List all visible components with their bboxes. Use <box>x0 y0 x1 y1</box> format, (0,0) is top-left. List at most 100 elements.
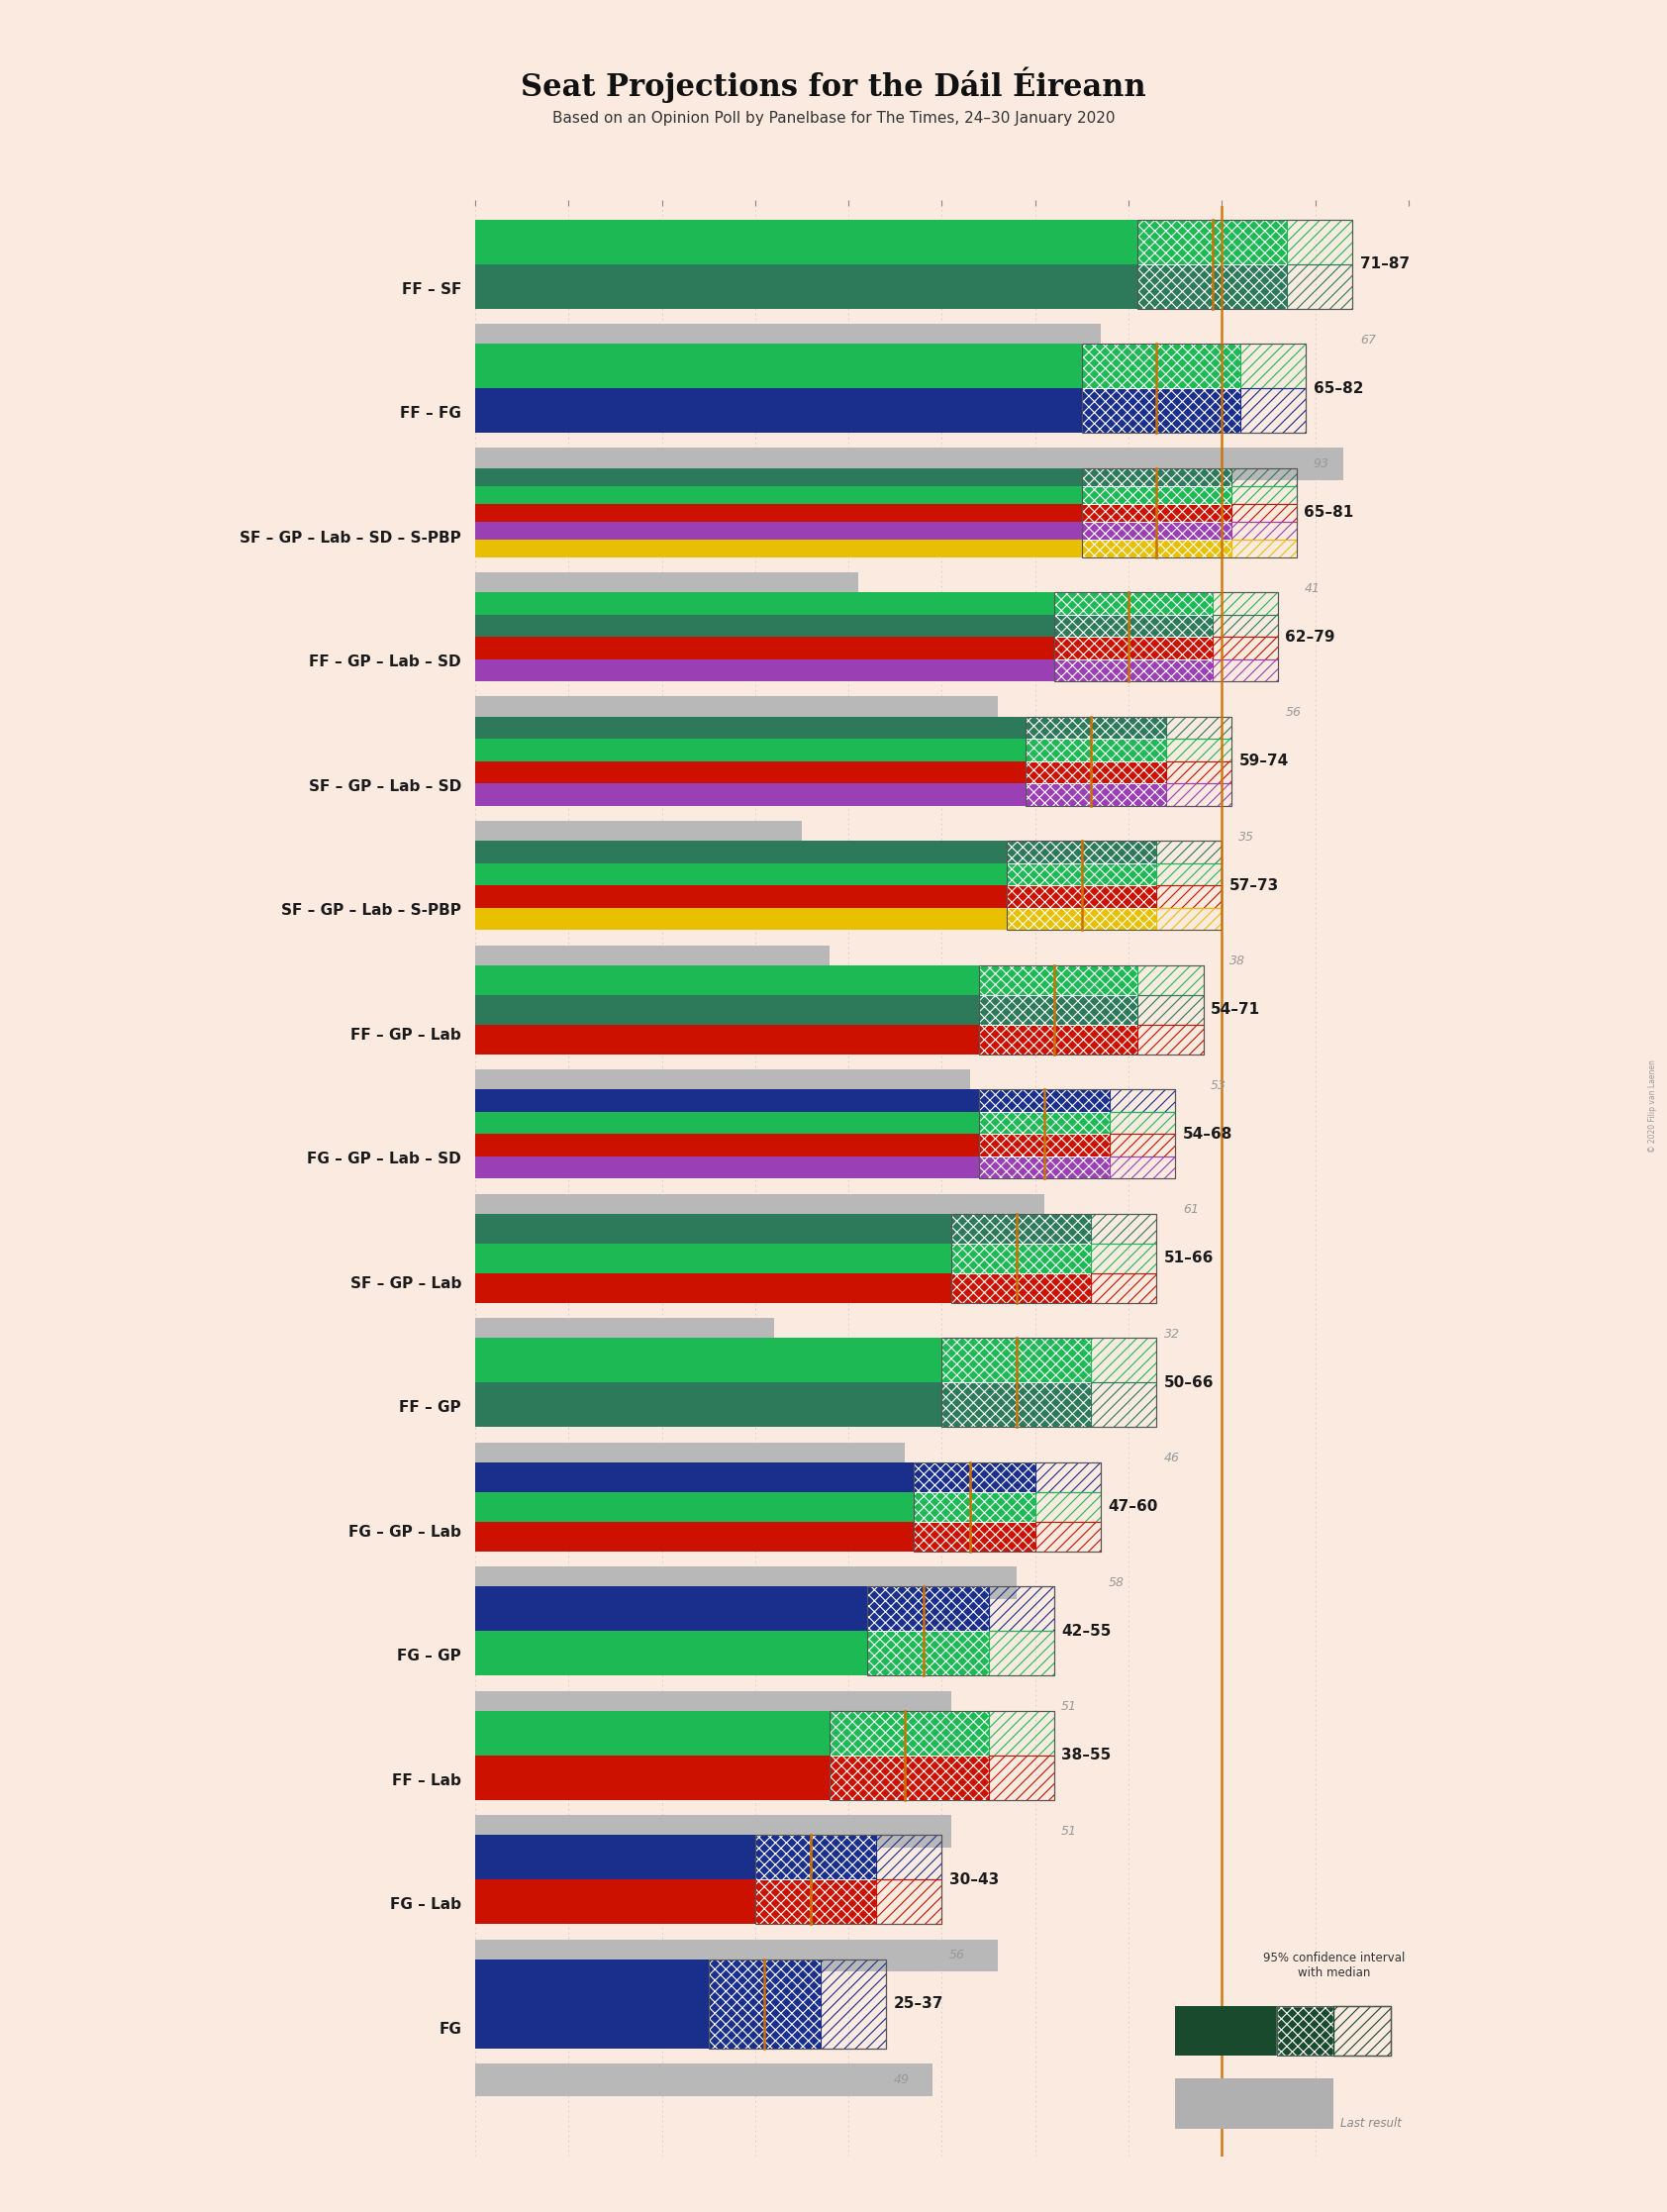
Bar <box>1025 717 1232 805</box>
Bar <box>979 1088 1110 1113</box>
Bar <box>1025 761 1165 783</box>
Bar <box>1025 717 1165 739</box>
Bar <box>475 1243 952 1274</box>
Bar <box>475 323 1100 356</box>
Bar <box>952 1214 1157 1303</box>
Bar <box>914 1462 1035 1491</box>
Bar <box>867 1586 1054 1677</box>
Bar <box>475 697 999 730</box>
Bar <box>708 1960 885 2048</box>
Bar <box>1092 1214 1157 1243</box>
Text: 71–87: 71–87 <box>1360 257 1410 272</box>
Bar <box>475 219 1139 263</box>
Bar <box>1054 615 1212 637</box>
Bar <box>1157 863 1222 885</box>
Bar <box>475 1586 867 1630</box>
Bar <box>989 1710 1054 1756</box>
Bar <box>475 1113 979 1135</box>
Bar <box>475 449 1344 480</box>
Bar <box>475 1135 979 1157</box>
Bar <box>475 469 1082 487</box>
Bar <box>1054 637 1212 659</box>
Text: 46: 46 <box>1164 1451 1180 1464</box>
Bar <box>1232 540 1297 557</box>
Bar <box>475 945 830 978</box>
Bar <box>475 573 859 604</box>
Bar <box>1007 885 1157 907</box>
Bar <box>1082 343 1240 389</box>
Bar <box>475 1338 942 1382</box>
Bar <box>1139 219 1287 263</box>
Bar <box>979 964 1139 995</box>
Bar <box>1082 487 1232 504</box>
Bar <box>475 263 1139 310</box>
Text: Based on an Opinion Poll by Panelbase for The Times, 24–30 January 2020: Based on an Opinion Poll by Panelbase fo… <box>552 111 1115 126</box>
Bar <box>1232 522 1297 540</box>
Bar <box>979 1088 1175 1179</box>
Bar <box>1092 1338 1157 1382</box>
Text: © 2020 Filip van Laenen: © 2020 Filip van Laenen <box>1649 1060 1657 1152</box>
Bar <box>979 1088 1110 1113</box>
Bar <box>475 964 979 995</box>
Bar <box>1139 1024 1204 1055</box>
Bar <box>1007 841 1222 931</box>
Bar <box>475 1382 942 1427</box>
Bar <box>1007 841 1157 863</box>
Bar <box>1139 995 1204 1024</box>
Bar <box>979 995 1139 1024</box>
Text: 65–81: 65–81 <box>1304 504 1354 520</box>
Bar <box>475 1710 830 1756</box>
Bar <box>1082 540 1232 557</box>
Text: 57–73: 57–73 <box>1229 878 1279 894</box>
Text: 42–55: 42–55 <box>1062 1624 1112 1639</box>
Bar <box>1139 964 1204 995</box>
Bar <box>830 1710 1054 1801</box>
Bar <box>475 907 1007 931</box>
Bar <box>475 1274 952 1303</box>
Bar <box>1025 761 1165 783</box>
Bar <box>1082 343 1240 389</box>
Bar <box>989 1630 1054 1677</box>
Bar <box>1139 219 1287 263</box>
Bar <box>475 504 1082 522</box>
Text: 51: 51 <box>1062 1825 1077 1838</box>
Text: 67: 67 <box>1360 334 1375 347</box>
Bar <box>475 1522 914 1551</box>
Bar <box>979 964 1139 995</box>
Bar <box>914 1522 1035 1551</box>
Bar <box>1054 615 1212 637</box>
Bar <box>1007 841 1157 863</box>
Bar <box>475 593 1054 615</box>
Bar <box>475 1630 867 1677</box>
Bar <box>1287 263 1352 310</box>
Bar <box>475 783 1025 805</box>
Bar <box>708 1960 820 2048</box>
Text: Last result: Last result <box>1340 2117 1402 2130</box>
Bar <box>475 761 1025 783</box>
Bar <box>475 1318 773 1349</box>
Bar <box>475 2064 932 2095</box>
Bar <box>1212 615 1279 637</box>
Bar <box>475 1462 914 1491</box>
Text: 47–60: 47–60 <box>1109 1500 1159 1515</box>
Bar <box>942 1338 1092 1382</box>
Bar <box>979 964 1204 1055</box>
Bar <box>1092 1274 1157 1303</box>
Bar <box>475 1157 979 1179</box>
Bar <box>1025 783 1165 805</box>
Bar <box>1082 389 1240 434</box>
Bar <box>475 995 979 1024</box>
Text: 54–71: 54–71 <box>1210 1002 1260 1018</box>
Bar <box>1035 1491 1100 1522</box>
Bar <box>1110 1113 1175 1135</box>
Bar <box>979 1024 1139 1055</box>
Bar <box>1082 469 1297 557</box>
Bar <box>1082 522 1232 540</box>
Bar <box>877 1834 942 1880</box>
Text: Seat Projections for the Dáil Éireann: Seat Projections for the Dáil Éireann <box>520 66 1147 102</box>
Bar <box>989 1756 1054 1801</box>
Text: 32: 32 <box>1164 1327 1180 1340</box>
Bar <box>1110 1157 1175 1179</box>
Bar <box>979 1135 1110 1157</box>
Text: 50–66: 50–66 <box>1164 1376 1214 1389</box>
